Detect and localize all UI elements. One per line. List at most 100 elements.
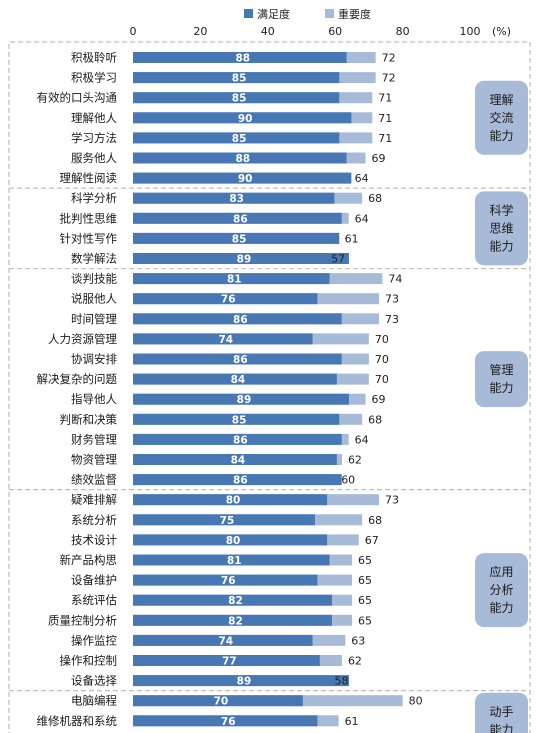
satisfaction-bar (133, 695, 303, 707)
bar-rows: 88 72 积极聆听 85 72 积极学习 85 71 有效的口头沟通 90 71 理解他人 85 71 学… (37, 51, 423, 728)
category-label: 判断和决策 (60, 412, 118, 426)
category-label: 维修机器和系统 (37, 714, 118, 728)
bar-row: 89 69 指导他人 (71, 392, 386, 406)
satisfaction-bar (133, 293, 318, 305)
x-tick-label: 60 (328, 25, 342, 38)
importance-value-label: 68 (368, 413, 382, 426)
importance-value-label: 65 (358, 614, 372, 627)
satisfaction-bar (133, 353, 342, 365)
satisfaction-bar (133, 554, 330, 566)
importance-value-label: 63 (351, 634, 365, 647)
category-label: 绩效监督 (71, 473, 117, 487)
group-label: 管理 (489, 362, 513, 377)
satisfaction-value-label: 74 (218, 635, 233, 647)
satisfaction-bar (133, 373, 337, 385)
bar-row: 84 70 解决复杂的问题 (37, 372, 389, 386)
bar-row: 82 65 系统评估 (71, 593, 372, 607)
bar-row: 86 60 绩效监督 (71, 473, 355, 487)
importance-value-label: 72 (382, 72, 396, 85)
category-label: 操作和控制 (60, 654, 118, 668)
category-label: 谈判技能 (71, 272, 117, 286)
importance-value-label: 64 (355, 212, 369, 225)
bar-row: 84 62 物资管理 (71, 453, 362, 467)
category-label: 质量控制分析 (48, 613, 117, 627)
satisfaction-bar (133, 675, 349, 687)
satisfaction-bar (133, 393, 349, 405)
importance-value-label: 69 (372, 152, 386, 165)
category-label: 物资管理 (71, 453, 117, 467)
satisfaction-value-label: 90 (238, 173, 253, 185)
satisfaction-bar (133, 534, 328, 546)
bar-row: 85 61 针对性写作 (60, 231, 359, 245)
satisfaction-value-label: 89 (237, 394, 252, 406)
bar-row: 90 64 理解性阅读 (60, 171, 369, 185)
satisfaction-bar (133, 433, 342, 445)
category-label: 新产品构思 (60, 553, 118, 567)
importance-value-label: 68 (368, 514, 382, 527)
satisfaction-bar (133, 232, 340, 244)
importance-value-label: 65 (358, 574, 372, 587)
importance-value-label: 61 (345, 232, 359, 245)
category-label: 解决复杂的问题 (37, 372, 118, 386)
satisfaction-value-label: 89 (237, 254, 252, 266)
bar-row: 88 72 积极聆听 (71, 51, 396, 65)
category-label: 财务管理 (71, 432, 117, 446)
bar-row: 80 67 技术设计 (71, 533, 379, 547)
satisfaction-bar (133, 715, 318, 727)
group-label: 能力 (489, 601, 513, 615)
satisfaction-value-label: 86 (233, 354, 248, 366)
bar-row: 89 58 设备选择 (71, 674, 349, 688)
satisfaction-bar (133, 273, 330, 285)
group-dividers (8, 41, 531, 733)
satisfaction-bar (133, 92, 340, 104)
category-label: 有效的口头沟通 (37, 91, 118, 105)
legend: 满足度 重要度 (244, 7, 371, 21)
importance-value-label: 67 (365, 534, 379, 547)
importance-value-label: 62 (348, 454, 362, 467)
importance-value-label: 72 (382, 52, 396, 65)
satisfaction-value-label: 84 (231, 455, 246, 467)
importance-value-label: 73 (385, 293, 399, 306)
satisfaction-bar (133, 655, 320, 666)
category-label: 积极聆听 (71, 51, 117, 65)
satisfaction-value-label: 84 (231, 374, 246, 386)
satisfaction-value-label: 81 (227, 274, 242, 286)
group-label: 能力 (489, 381, 513, 395)
bar-row: 77 62 操作和控制 (60, 654, 362, 668)
outer-frame (8, 41, 531, 733)
importance-value-label: 70 (375, 373, 389, 386)
importance-value-label: 64 (355, 172, 369, 185)
group-box-bg (475, 80, 528, 155)
satisfaction-value-label: 85 (232, 414, 247, 426)
category-label: 系统评估 (71, 593, 117, 607)
bar-row: 81 65 新产品构思 (60, 553, 373, 567)
bar-row: 80 73 疑难排解 (71, 493, 399, 507)
legend-label-importance: 重要度 (338, 7, 371, 21)
group-box-bg (475, 191, 528, 266)
x-tick-label: 0 (130, 25, 137, 38)
satisfaction-value-label: 88 (235, 53, 250, 65)
category-label: 设备维护 (71, 573, 117, 587)
category-label: 电脑编程 (71, 694, 117, 708)
group-box-bg (475, 553, 528, 628)
satisfaction-value-label: 89 (237, 676, 252, 688)
group-label: 思维 (489, 221, 513, 235)
satisfaction-bar (133, 172, 352, 184)
importance-value-label: 65 (358, 554, 372, 567)
bar-row: 74 70 人力资源管理 (48, 332, 389, 346)
satisfaction-bar (133, 514, 315, 526)
satisfaction-value-label: 77 (222, 656, 237, 668)
category-label: 设备选择 (71, 674, 117, 688)
bar-row: 86 64 批判性思维 (60, 211, 369, 225)
satisfaction-value-label: 90 (238, 113, 253, 125)
bar-row: 86 70 协调安排 (71, 352, 389, 366)
category-label: 操作监控 (71, 633, 117, 647)
x-tick-label: 100 (460, 25, 481, 38)
group-label: 科学 (489, 202, 513, 217)
satisfaction-value-label: 85 (232, 133, 247, 145)
